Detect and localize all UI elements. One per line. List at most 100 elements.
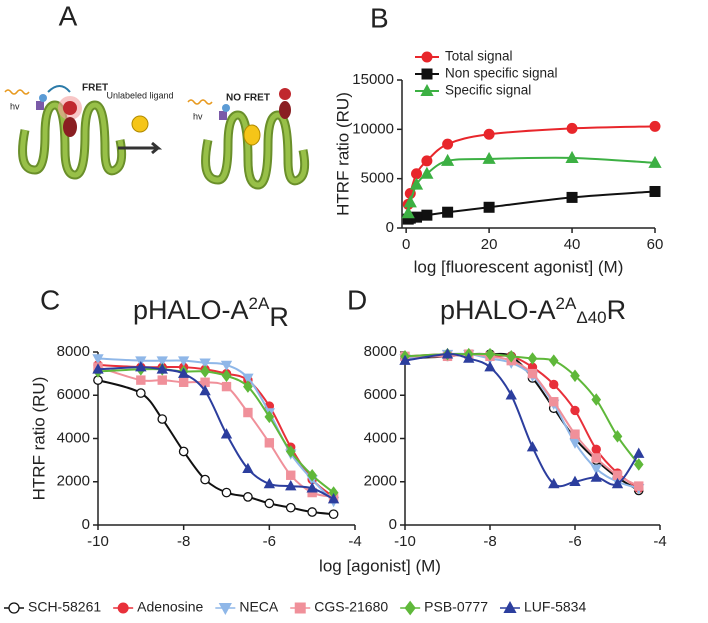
- chart-title: pHALO-A2AR: [133, 294, 289, 332]
- marker: [157, 375, 167, 385]
- legend-label: SCH-58261: [28, 599, 101, 615]
- acceptor: [63, 101, 77, 115]
- marker: [221, 369, 232, 383]
- receptor-inner: [203, 112, 308, 188]
- marker: [220, 428, 233, 439]
- marker: [409, 177, 424, 190]
- marker: [243, 380, 253, 393]
- marker: [92, 354, 104, 365]
- panel-label: A: [59, 0, 78, 31]
- marker: [263, 477, 276, 489]
- marker: [483, 128, 495, 140]
- marker: [590, 464, 602, 475]
- marker: [285, 502, 296, 513]
- marker: [591, 393, 602, 406]
- marker: [441, 348, 454, 359]
- x-tick-label: -10: [394, 533, 416, 550]
- marker: [178, 377, 189, 387]
- marker: [482, 151, 496, 164]
- title-part: 2A: [556, 294, 577, 313]
- y-tick-label: 2000: [364, 473, 397, 490]
- marker: [327, 492, 340, 504]
- x-tick-label: -8: [483, 533, 496, 550]
- marker: [591, 453, 601, 463]
- marker: [633, 447, 645, 458]
- marker: [527, 352, 538, 365]
- legend-label: Adenosine: [137, 599, 203, 615]
- diagram: A hv FRET Unlabeled ligand hv NO FRET: [4, 0, 310, 190]
- receptor-inner: [20, 102, 125, 178]
- marker: [242, 462, 254, 474]
- y-tick-label: 0: [389, 516, 397, 533]
- step-arrow: [118, 141, 163, 155]
- marker: [177, 356, 190, 367]
- x-tick-label: -4: [653, 533, 666, 550]
- fit-line: [407, 156, 656, 214]
- y-tick-label: 15000: [352, 71, 394, 88]
- y-axis-label: HTRF ratio (RU): [29, 377, 48, 501]
- hv-label: hv: [10, 101, 20, 111]
- marker: [264, 438, 275, 448]
- marker: [649, 185, 661, 197]
- title-part: pHALO-A: [133, 295, 249, 325]
- x-tick-label: -6: [263, 533, 276, 550]
- marker: [218, 603, 232, 616]
- marker: [526, 441, 539, 452]
- marker: [307, 468, 317, 482]
- x-axis-label: log [agonist] (M): [319, 556, 441, 575]
- legend-label: NECA: [239, 599, 279, 615]
- tag: [36, 101, 44, 110]
- marker: [649, 120, 661, 132]
- marker: [200, 365, 210, 378]
- marker: [503, 600, 517, 613]
- marker: [549, 397, 559, 407]
- marker: [200, 474, 210, 485]
- fit-line: [97, 357, 335, 502]
- marker: [570, 405, 580, 416]
- fit-line: [97, 366, 334, 498]
- y-tick-label: 4000: [364, 429, 397, 446]
- donor: [222, 104, 230, 112]
- light: [187, 99, 213, 105]
- marker: [527, 368, 538, 379]
- marker: [566, 191, 578, 203]
- marker: [591, 444, 601, 455]
- marker: [135, 361, 147, 372]
- y-tick-label: 4000: [57, 429, 90, 446]
- fit-line: [404, 353, 640, 466]
- marker: [548, 477, 560, 489]
- marker: [199, 384, 211, 396]
- marker: [421, 51, 433, 63]
- marker: [411, 168, 423, 180]
- title-part: pHALO-A: [440, 295, 556, 325]
- legend-label: Specific signal: [445, 83, 531, 98]
- legend-label: LUF-5834: [524, 599, 586, 615]
- acceptor: [279, 88, 291, 100]
- marker: [399, 354, 411, 365]
- y-tick-label: 8000: [364, 343, 397, 360]
- marker: [633, 458, 644, 471]
- marker: [135, 388, 146, 398]
- marker: [264, 498, 275, 509]
- marker: [484, 361, 496, 372]
- x-tick-label: 0: [402, 236, 410, 253]
- marker: [648, 155, 662, 168]
- legend-label: CGS-21680: [314, 599, 388, 615]
- x-axis-label: log [fluorescent agonist] (M): [414, 257, 624, 276]
- marker: [156, 356, 168, 367]
- x-tick-label: -8: [177, 533, 190, 550]
- marker: [307, 507, 318, 517]
- tag: [219, 111, 227, 120]
- y-tick-label: 6000: [364, 386, 397, 403]
- marker: [177, 367, 190, 378]
- marker: [401, 206, 415, 219]
- marker: [506, 350, 517, 363]
- marker: [117, 602, 129, 614]
- marker: [221, 381, 232, 392]
- marker: [285, 479, 297, 491]
- legend-label: PSB-0777: [424, 599, 488, 615]
- marker: [242, 373, 254, 385]
- marker: [8, 602, 20, 614]
- panel-label: C: [40, 284, 60, 315]
- marker: [157, 414, 168, 424]
